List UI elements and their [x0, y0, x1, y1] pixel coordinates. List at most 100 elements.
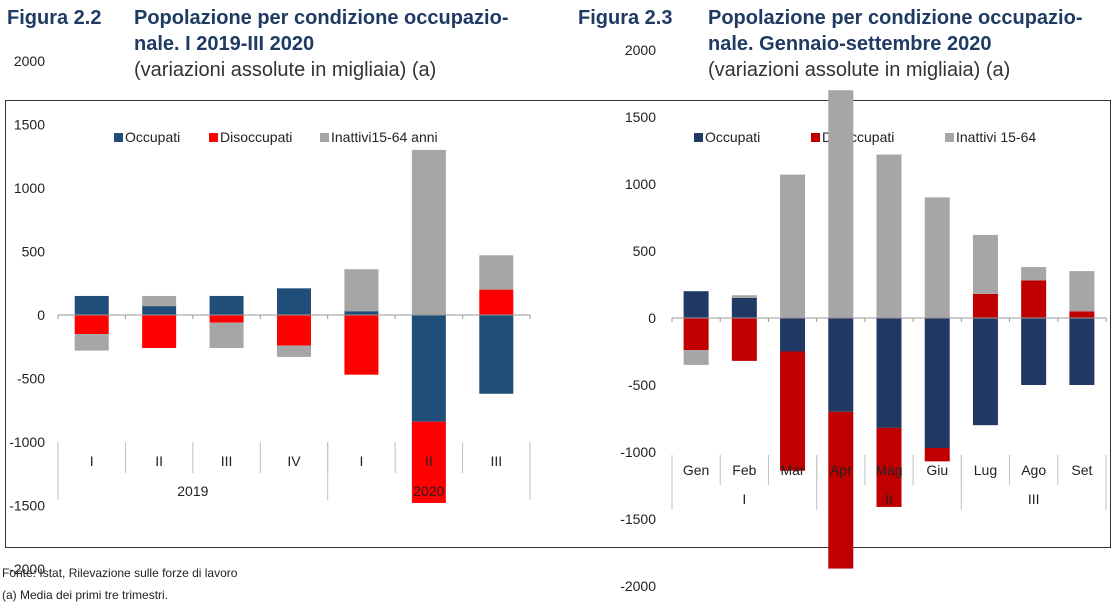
legend-label: Occupati [125, 129, 180, 145]
legend-swatch [209, 133, 218, 142]
bar [411, 149, 446, 315]
y-tick-label: 1500 [14, 117, 45, 133]
x-tick-label: III [490, 453, 502, 469]
figure-label-1: Figura 2.2 [7, 7, 102, 29]
bar [344, 315, 379, 375]
legend-label: Inattivi 15-64 [956, 129, 1036, 145]
group-label: 2020 [413, 483, 444, 499]
y-tick-label: 500 [633, 243, 657, 259]
source-note: Fonte: Istat, Rilevazione sulle forze di… [2, 566, 238, 580]
x-tick-label: II [155, 453, 163, 469]
bar [1021, 280, 1047, 318]
y-tick-label: -500 [17, 371, 45, 387]
figure-subtitle-1: (variazioni assolute in migliaia) (a) [134, 59, 437, 81]
x-tick-label: Set [1071, 462, 1092, 478]
bar [479, 255, 514, 290]
footnote: (a) Media dei primi tre trimestri. [2, 588, 169, 602]
x-tick-label: Mar [780, 462, 804, 478]
figure-title-text-2: Popolazione per condizione occupazio- na… [708, 7, 1083, 55]
y-tick-label: 0 [37, 307, 45, 323]
bar [780, 318, 806, 352]
y-tick-label: 500 [22, 244, 46, 260]
bar [411, 421, 446, 503]
bar [277, 288, 311, 315]
bar [142, 295, 177, 307]
bar [344, 269, 379, 312]
x-tick-label: I [359, 453, 363, 469]
group-label: 2019 [177, 483, 208, 499]
x-tick-label: Apr [830, 462, 852, 478]
legend-swatch [694, 133, 703, 142]
bar [1069, 271, 1095, 312]
legend-swatch [811, 133, 820, 142]
bar [876, 318, 902, 428]
bar [209, 315, 244, 323]
bar [209, 295, 244, 315]
legend-label: Occupati [705, 129, 760, 145]
x-tick-label: Ago [1021, 462, 1046, 478]
x-tick-label: II [425, 453, 433, 469]
bar [1069, 311, 1095, 318]
bar [1021, 267, 1047, 281]
bar [142, 315, 177, 349]
figure-title-2: Popolazione per condizione occupazio- na… [708, 5, 1118, 83]
y-tick-label: -500 [628, 377, 656, 393]
legend-label: Disoccupati [220, 129, 292, 145]
legend-swatch [320, 133, 329, 142]
bar [74, 315, 109, 335]
y-tick-label: -1500 [9, 498, 45, 514]
bar [828, 411, 854, 569]
group-label: III [1028, 491, 1040, 507]
bar [972, 293, 998, 318]
bar [972, 318, 998, 426]
y-tick-label: 2000 [14, 53, 45, 69]
bar [479, 289, 514, 315]
y-tick-label: -1000 [620, 444, 656, 460]
bar [411, 315, 446, 422]
y-tick-label: 0 [648, 310, 656, 326]
bar [731, 295, 757, 298]
bar [924, 197, 950, 318]
group-label: II [885, 491, 893, 507]
figure-title-1: Popolazione per condizione occupazio- na… [134, 5, 554, 83]
y-tick-label: -2000 [9, 561, 45, 577]
bar [876, 427, 902, 507]
legend-swatch [114, 133, 123, 142]
x-tick-label: IV [287, 453, 301, 469]
bar [344, 311, 379, 315]
x-tick-label: Giu [926, 462, 948, 478]
bar [1069, 318, 1095, 385]
bar [731, 318, 757, 361]
x-tick-label: III [221, 453, 233, 469]
bar [683, 291, 709, 318]
group-label: I [742, 491, 746, 507]
y-tick-label: -2000 [620, 578, 656, 594]
bar [683, 318, 709, 351]
bar [277, 315, 311, 346]
x-tick-label: Lug [974, 462, 997, 478]
bar [924, 447, 950, 462]
bar [780, 174, 806, 318]
legend-swatch [945, 133, 954, 142]
y-tick-label: 1500 [625, 109, 656, 125]
bar [780, 351, 806, 471]
bar [209, 322, 244, 349]
bar [277, 345, 311, 357]
figure-subtitle-2: (variazioni assolute in migliaia) (a) [708, 59, 1011, 81]
bar [972, 234, 998, 294]
bar [142, 306, 177, 315]
bar [924, 318, 950, 448]
bar [479, 315, 514, 394]
y-tick-label: 1000 [14, 180, 45, 196]
bar [828, 318, 854, 412]
y-tick-label: -1000 [9, 434, 45, 450]
x-tick-label: Feb [732, 462, 756, 478]
bar [1021, 318, 1047, 385]
figure-title-text-1: Popolazione per condizione occupazio- na… [134, 7, 509, 55]
bar [74, 334, 109, 351]
y-tick-label: 1000 [625, 176, 656, 192]
x-tick-label: I [90, 453, 94, 469]
bar [828, 90, 854, 318]
bar [876, 154, 902, 318]
